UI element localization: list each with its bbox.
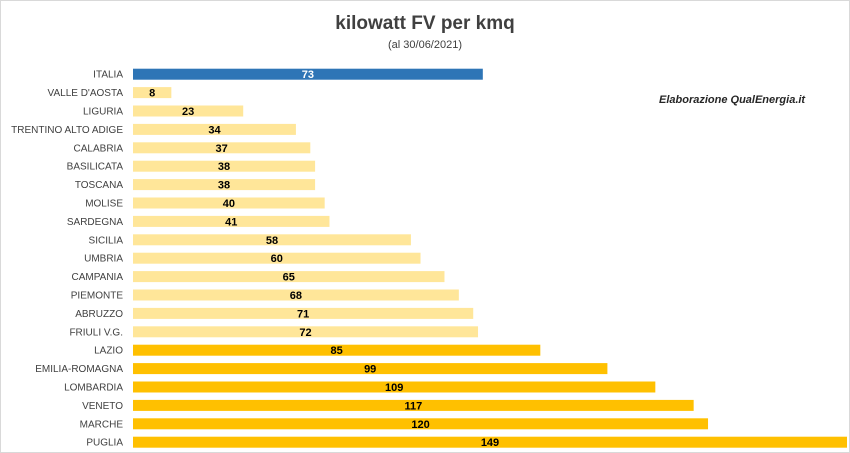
value-label: 38: [218, 161, 230, 173]
value-label: 23: [182, 106, 194, 118]
bar: [133, 68, 483, 80]
value-label: 68: [290, 290, 302, 302]
value-label: 85: [331, 345, 343, 357]
value-label: 117: [404, 400, 422, 412]
category-label: LOMBARDIA: [64, 383, 123, 394]
bar: [133, 87, 172, 99]
category-label: EMILIA-ROMAGNA: [35, 364, 123, 375]
bar: [133, 160, 316, 172]
bar: [133, 123, 296, 135]
bar: [133, 326, 479, 338]
chart-title: kilowatt FV per kmq: [335, 13, 515, 34]
value-label: 149: [481, 437, 499, 449]
value-label: 41: [225, 216, 237, 228]
value-label: 38: [218, 180, 230, 192]
value-label: 60: [271, 253, 283, 265]
value-label: 73: [302, 69, 314, 81]
category-label: PUGLIA: [86, 438, 123, 449]
category-label: UMBRIA: [84, 254, 123, 265]
category-label: BASILICATA: [67, 162, 124, 173]
bar: [133, 179, 316, 191]
chart-subtitle: (al 30/06/2021): [388, 39, 462, 51]
category-label: TRENTINO ALTO ADIGE: [11, 125, 123, 136]
category-label: MOLISE: [85, 199, 123, 210]
bar: [133, 215, 330, 227]
bar: [133, 381, 656, 393]
bar: [133, 344, 541, 356]
category-label: ABRUZZO: [75, 309, 123, 320]
bar: [133, 307, 474, 319]
value-label: 120: [411, 419, 429, 431]
bar: [133, 234, 411, 246]
value-label: 72: [299, 327, 311, 339]
bar: [133, 289, 459, 301]
value-label: 65: [283, 272, 295, 284]
bar: [133, 252, 421, 264]
value-label: 109: [385, 382, 403, 394]
category-label: LIGURIA: [83, 107, 123, 118]
value-label: 99: [364, 364, 376, 376]
category-label: PIEMONTE: [71, 291, 124, 302]
bar: [133, 105, 244, 117]
bar: [133, 271, 445, 283]
value-label: 8: [149, 88, 155, 100]
bar: [133, 418, 709, 430]
category-label: CALABRIA: [74, 143, 124, 154]
category-label: VENETO: [82, 401, 123, 412]
bar: [133, 399, 694, 411]
category-label: FRIULI V.G.: [69, 327, 123, 338]
bar: [133, 197, 325, 209]
category-label: CAMPANIA: [72, 272, 124, 283]
category-label: MARCHE: [80, 419, 124, 430]
value-label: 58: [266, 235, 278, 247]
value-label: 34: [208, 124, 221, 136]
category-label: TOSCANA: [75, 180, 123, 191]
category-label: SICILIA: [89, 235, 124, 246]
value-label: 71: [297, 308, 309, 320]
bar: [133, 436, 847, 448]
value-label: 37: [216, 143, 228, 155]
category-label: VALLE D'AOSTA: [48, 88, 124, 99]
value-label: 40: [223, 198, 235, 210]
category-label: SARDEGNA: [67, 217, 123, 228]
category-label: ITALIA: [93, 70, 123, 81]
bar: [133, 363, 608, 375]
bar: [133, 142, 311, 154]
category-label: LAZIO: [94, 346, 123, 357]
credit-label: Elaborazione QualEnergia.it: [659, 94, 806, 106]
